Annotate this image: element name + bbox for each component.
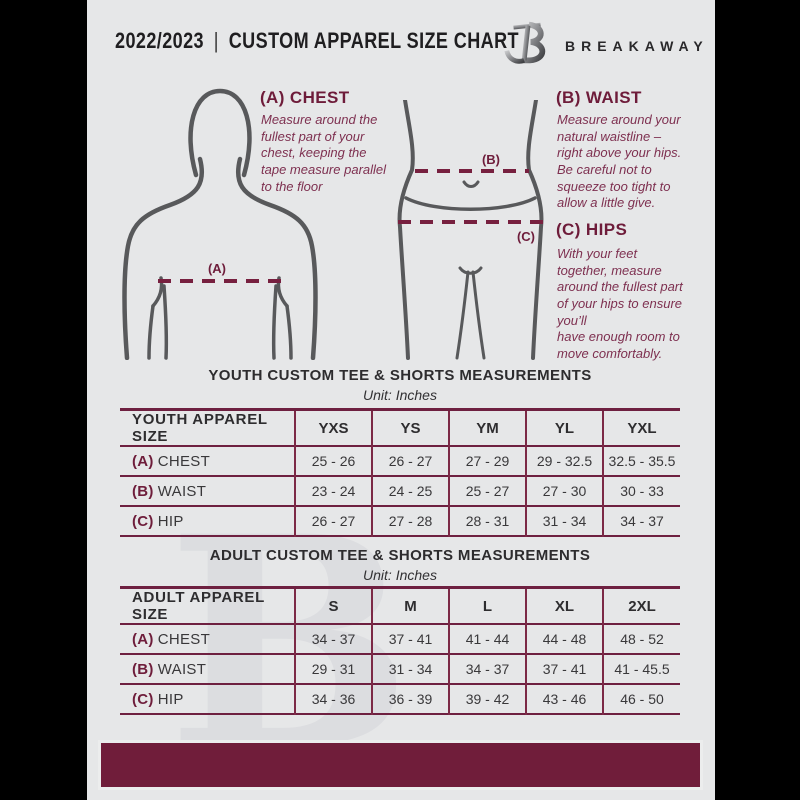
column-header: 2XL <box>602 587 680 624</box>
column-header: M <box>371 587 449 624</box>
adult-size-table: ADULT APPAREL SIZE S M L XL 2XL (A) CHEST… <box>120 586 680 715</box>
chest-instruction-body: Measure around the fullest part of your … <box>261 112 387 194</box>
size-cell: 29 - 31 <box>294 654 372 684</box>
row-label: (A) CHEST <box>132 630 211 648</box>
hips-instruction-heading: (C) HIPS <box>556 220 628 239</box>
size-cell: 32.5 - 35.5 <box>602 446 680 476</box>
size-cell: 31 - 34 <box>525 506 603 536</box>
size-cell: 27 - 29 <box>448 446 526 476</box>
brand-group: BREAKAWAY <box>501 18 709 73</box>
size-cell: 37 - 41 <box>371 624 449 654</box>
youth-header-row: YOUTH APPAREL SIZE YXS YS YM YL YXL <box>120 409 680 446</box>
column-header: S <box>294 587 372 624</box>
column-header: YXL <box>602 409 680 446</box>
footer-accent-bar <box>98 740 703 790</box>
table-row: (A) CHEST 25 - 26 26 - 27 27 - 29 29 - 32… <box>120 446 680 476</box>
youth-unit-label: Unit: Inches <box>363 387 437 403</box>
row-label: (C) HIP <box>132 690 184 708</box>
table-row: (A) CHEST 34 - 37 37 - 41 41 - 44 44 - 48… <box>120 624 680 654</box>
youth-section-title: YOUTH CUSTOM TEE & SHORTS MEASUREMENTS <box>208 367 592 384</box>
adult-unit-label: Unit: Inches <box>363 567 437 583</box>
column-header: L <box>448 587 526 624</box>
size-cell: 36 - 39 <box>371 684 449 714</box>
row-label: (A) CHEST <box>132 452 211 470</box>
waist-instruction-body: Measure around your natural waistline – … <box>557 112 682 211</box>
size-cell: 48 - 52 <box>602 624 680 654</box>
column-header: YM <box>448 409 526 446</box>
size-cell: 25 - 27 <box>448 476 526 506</box>
size-cell: 46 - 50 <box>602 684 680 714</box>
size-cell: 29 - 32.5 <box>525 446 603 476</box>
size-cell: 26 - 27 <box>294 506 372 536</box>
page-title: 2022/2023 | CUSTOM APPAREL SIZE CHART <box>115 28 519 54</box>
column-header: YOUTH APPAREL SIZE <box>132 411 268 445</box>
chart-title: CUSTOM APPAREL SIZE CHART <box>228 28 519 53</box>
hips-instruction-body: With your feet together, measure around … <box>557 246 683 361</box>
size-cell: 26 - 27 <box>371 446 449 476</box>
size-cell: 27 - 30 <box>525 476 603 506</box>
size-cell: 34 - 37 <box>294 624 372 654</box>
chest-line-label: (A) <box>208 261 226 276</box>
size-cell: 39 - 42 <box>448 684 526 714</box>
table-row: (C) HIP 34 - 36 36 - 39 39 - 42 43 - 46 4… <box>120 684 680 714</box>
brand-name: BREAKAWAY <box>565 37 709 54</box>
column-header: YS <box>371 409 449 446</box>
waist-hip-diagram: (B) (C) <box>393 98 548 365</box>
size-cell: 25 - 26 <box>294 446 372 476</box>
youth-size-table: YOUTH APPAREL SIZE YXS YS YM YL YXL (A) C… <box>120 408 680 537</box>
column-header: ADULT APPAREL SIZE <box>132 589 265 623</box>
table-row: (C) HIP 26 - 27 27 - 28 28 - 31 31 - 34 3… <box>120 506 680 536</box>
size-cell: 41 - 44 <box>448 624 526 654</box>
row-label: (C) HIP <box>132 512 184 530</box>
season-year: 2022/2023 <box>115 28 204 53</box>
size-cell: 34 - 37 <box>602 506 680 536</box>
adult-header-row: ADULT APPAREL SIZE S M L XL 2XL <box>120 587 680 624</box>
breakaway-logo-icon <box>501 18 555 73</box>
size-cell: 23 - 24 <box>294 476 372 506</box>
size-cell: 44 - 48 <box>525 624 603 654</box>
row-label: (B) WAIST <box>132 482 207 500</box>
row-label: (B) WAIST <box>132 660 207 678</box>
size-cell: 34 - 36 <box>294 684 372 714</box>
size-cell: 31 - 34 <box>371 654 449 684</box>
size-cell: 24 - 25 <box>371 476 449 506</box>
size-cell: 27 - 28 <box>371 506 449 536</box>
column-header: XL <box>525 587 603 624</box>
size-cell: 43 - 46 <box>525 684 603 714</box>
size-cell: 37 - 41 <box>525 654 603 684</box>
chest-diagram: (A) <box>120 85 320 365</box>
table-row: (B) WAIST 23 - 24 24 - 25 25 - 27 27 - 30… <box>120 476 680 506</box>
waist-line-label: (B) <box>482 152 500 167</box>
chest-instruction-heading: (A) CHEST <box>260 88 350 107</box>
size-cell: 30 - 33 <box>602 476 680 506</box>
page-background: B 2022/2023 | CUSTOM APPAREL SIZE CHART <box>87 0 715 800</box>
column-header: YL <box>525 409 603 446</box>
adult-section-title: ADULT CUSTOM TEE & SHORTS MEASUREMENTS <box>209 547 591 564</box>
hip-line-label: (C) <box>517 229 535 244</box>
waist-instruction-heading: (B) WAIST <box>556 88 642 107</box>
table-row: (B) WAIST 29 - 31 31 - 34 34 - 37 37 - 41… <box>120 654 680 684</box>
column-header: YXS <box>294 409 372 446</box>
size-cell: 34 - 37 <box>448 654 526 684</box>
size-cell: 41 - 45.5 <box>602 654 680 684</box>
size-cell: 28 - 31 <box>448 506 526 536</box>
header-divider: | <box>213 28 219 53</box>
